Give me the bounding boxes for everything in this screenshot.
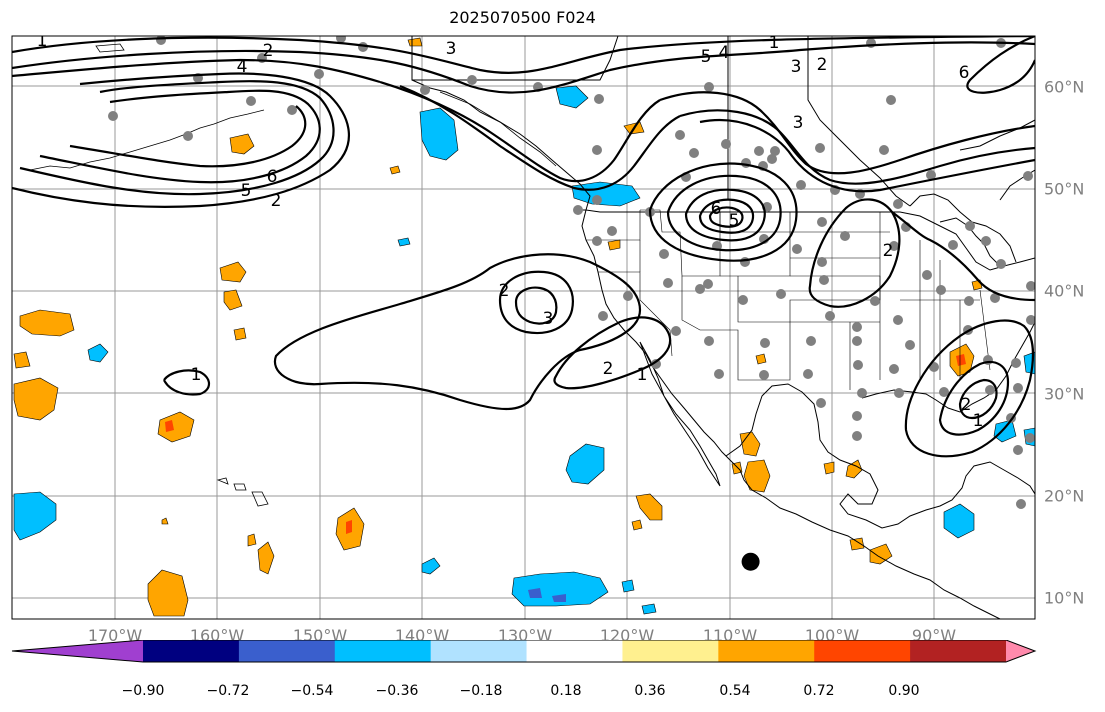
anomaly-patches <box>13 37 1035 617</box>
colorbar-tick: −0.18 <box>459 683 503 699</box>
contour-label: 1 <box>191 365 202 385</box>
colorbar-tick: 0.90 <box>888 683 920 699</box>
colorbar-tick: −0.90 <box>121 683 165 699</box>
storm-marker <box>741 552 760 571</box>
contour-label: 3 <box>793 113 804 133</box>
contour-label: 6 <box>711 199 722 219</box>
colorbar-segment <box>622 640 719 662</box>
contour-label: 6 <box>959 63 970 83</box>
contour-label: 2 <box>883 241 894 261</box>
contour-label: 2 <box>499 281 510 301</box>
contour-labels: 1 2 4 3 5 4 1 3 2 6 6 5 2 6 5 2 3 2 1 2 … <box>37 31 984 431</box>
colorbar-segment <box>430 640 528 662</box>
height-contours <box>12 36 1035 458</box>
colorbar-segment <box>910 640 1007 662</box>
contour-label: 2 <box>603 359 614 379</box>
colorbar-tick: 0.72 <box>803 683 835 699</box>
colorbar-segment <box>814 640 911 662</box>
colorbar-segment <box>143 640 240 662</box>
contour-label: 1 <box>637 365 648 385</box>
contour-label: 2 <box>271 191 282 211</box>
colorbar-segments <box>12 640 1035 662</box>
colorbar-segment <box>718 640 815 662</box>
colorbar-tick: 0.54 <box>719 683 751 699</box>
island-outlines <box>29 43 557 507</box>
colorbar-extend-low <box>12 640 143 662</box>
lon-label: 170°W <box>87 626 143 645</box>
contour-label: 5 <box>241 181 252 201</box>
colorbar <box>11 640 1037 663</box>
plot-frame <box>11 35 1036 620</box>
contour-label: 5 <box>701 47 712 67</box>
contour-label: 5 <box>729 211 740 231</box>
colorbar-tick: −0.36 <box>375 683 419 699</box>
state-boundaries <box>586 209 991 390</box>
contour-label: 3 <box>446 39 457 59</box>
lat-label: 60°N <box>1044 77 1085 97</box>
colorbar-tick: 0.18 <box>550 683 582 699</box>
colorbar-tick: −0.54 <box>290 683 334 699</box>
lat-label: 10°N <box>1044 588 1085 608</box>
contour-label: 2 <box>263 41 274 61</box>
colorbar-segment <box>238 640 336 662</box>
contour-label: 2 <box>817 55 828 75</box>
colorbar-extend-high <box>1006 640 1035 662</box>
contour-label: 1 <box>769 33 780 53</box>
colorbar-tick: 0.36 <box>634 683 666 699</box>
contour-label: 6 <box>267 167 278 187</box>
colorbar-segment <box>334 640 432 662</box>
contour-label: 1 <box>973 411 984 431</box>
colorbar-tick: −0.72 <box>206 683 250 699</box>
contour-label: 3 <box>791 57 802 77</box>
lat-label: 30°N <box>1044 384 1085 404</box>
contour-label: 2 <box>961 395 972 415</box>
lat-label: 20°N <box>1044 486 1085 506</box>
contour-label: 4 <box>719 43 730 63</box>
contour-label: 4 <box>237 57 248 77</box>
lat-label: 40°N <box>1044 281 1085 301</box>
colorbar-segment <box>526 640 623 662</box>
contour-label: 1 <box>37 31 48 51</box>
lat-label: 50°N <box>1044 179 1085 199</box>
map-plot: 1 2 4 3 5 4 1 3 2 6 6 5 2 6 5 2 3 2 1 2 … <box>11 31 1036 620</box>
contour-label: 3 <box>543 309 554 329</box>
chart-title: 2025070500 F024 <box>449 8 596 27</box>
